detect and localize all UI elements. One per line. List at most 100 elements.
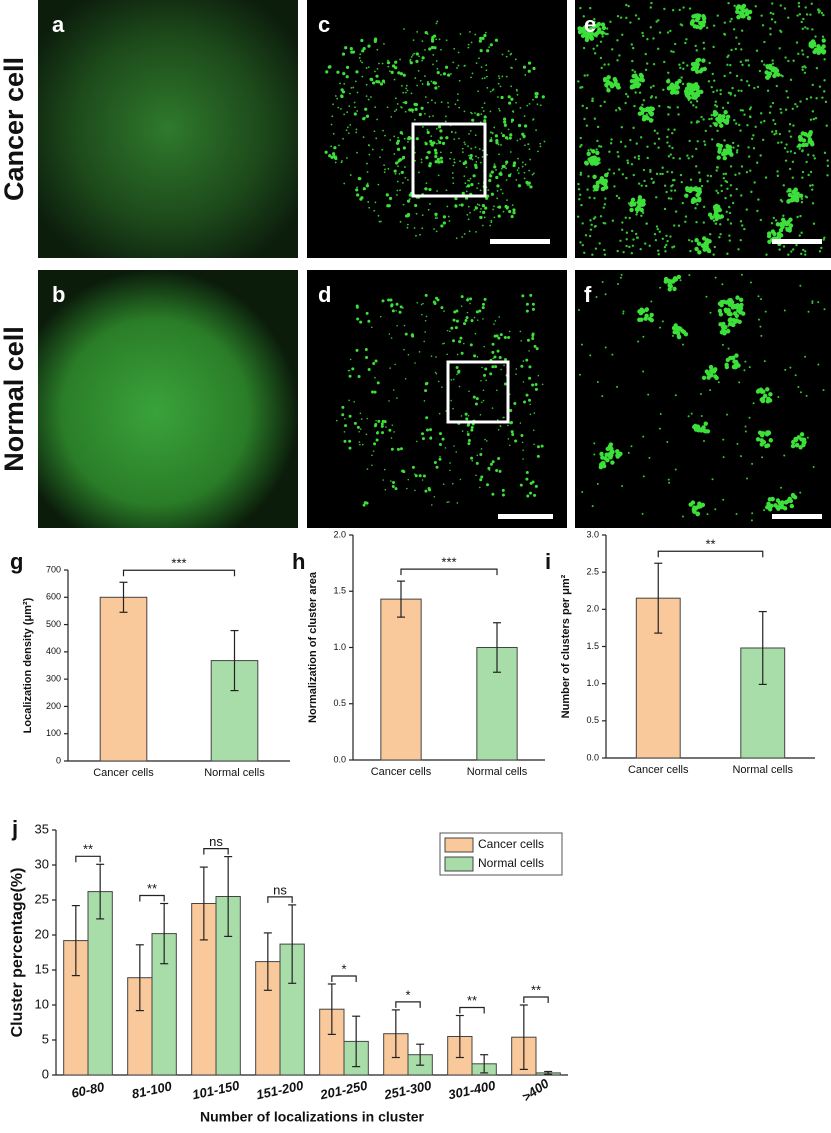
- dot: [593, 17, 596, 21]
- dot: [502, 210, 505, 213]
- dot: [646, 145, 649, 148]
- dot: [359, 443, 361, 446]
- dot: [591, 149, 596, 154]
- dot: [402, 146, 406, 150]
- dot: [605, 27, 609, 30]
- dot: [694, 238, 699, 243]
- dot: [523, 400, 527, 404]
- dot: [703, 429, 708, 434]
- dot: [690, 121, 693, 124]
- dot: [779, 198, 783, 202]
- dot: [584, 234, 588, 237]
- dot: [636, 200, 642, 205]
- dot: [526, 494, 530, 498]
- dot: [428, 115, 431, 118]
- dot: [503, 120, 507, 124]
- dot: [462, 151, 464, 154]
- dot: [768, 438, 773, 443]
- dot: [367, 144, 370, 146]
- dot: [360, 196, 364, 200]
- y-axis-label: Number of clusters per μm²: [560, 574, 572, 718]
- dot: [792, 124, 795, 127]
- dot: [406, 487, 408, 490]
- dot: [739, 129, 742, 132]
- dot: [397, 159, 401, 163]
- dot: [376, 381, 380, 385]
- dot: [625, 16, 628, 20]
- dot: [690, 500, 696, 505]
- dot: [773, 503, 778, 508]
- dot: [728, 311, 733, 317]
- dot: [671, 183, 674, 187]
- dot: [481, 77, 484, 80]
- image-panels: [38, 0, 831, 528]
- dot: [606, 88, 611, 93]
- dot: [436, 67, 439, 70]
- dot: [684, 193, 689, 198]
- dot: [583, 117, 586, 121]
- dot: [579, 241, 582, 244]
- dot: [672, 286, 677, 292]
- dot: [440, 306, 444, 310]
- dot: [537, 150, 539, 153]
- dot: [528, 376, 532, 380]
- dot: [678, 8, 681, 12]
- dot: [713, 122, 718, 127]
- scale-bar: [772, 239, 822, 244]
- dot: [750, 137, 754, 140]
- dot: [439, 136, 443, 140]
- dot: [616, 249, 619, 253]
- dot: [345, 75, 349, 79]
- dot: [489, 131, 492, 134]
- dot: [471, 158, 474, 161]
- dot: [601, 281, 604, 284]
- dot: [347, 132, 350, 135]
- dot: [437, 139, 440, 142]
- x-tick-label: 201-250: [318, 1078, 370, 1103]
- dot: [707, 212, 713, 217]
- dot: [637, 195, 643, 200]
- dot: [580, 203, 583, 207]
- dot: [719, 89, 722, 92]
- dot: [669, 153, 672, 156]
- dot: [498, 469, 502, 473]
- dot: [541, 95, 545, 99]
- dot: [490, 221, 493, 224]
- dot: [425, 416, 429, 420]
- dot: [646, 37, 649, 41]
- dot: [395, 302, 399, 306]
- dot: [419, 233, 421, 236]
- dot: [373, 130, 376, 133]
- dot: [727, 145, 733, 150]
- dot: [478, 309, 482, 313]
- dot: [380, 422, 384, 426]
- dot: [750, 190, 753, 194]
- dot: [797, 143, 802, 148]
- dot: [686, 82, 691, 87]
- dot: [807, 139, 812, 144]
- dot: [811, 302, 814, 305]
- dot: [726, 218, 730, 221]
- dot: [422, 125, 424, 128]
- dot: [531, 302, 535, 306]
- dot: [727, 347, 730, 350]
- y-tick-label: 200: [46, 701, 61, 711]
- significance-bracket: [75, 855, 101, 863]
- dot: [384, 488, 387, 491]
- dot: [404, 166, 406, 168]
- overlays: a c e b d f Cancer cell Normal cell: [0, 12, 822, 519]
- panel-label: g: [10, 549, 23, 574]
- y-tick-label: 300: [46, 674, 61, 684]
- dot: [381, 148, 384, 151]
- dot: [510, 66, 512, 69]
- dot: [403, 324, 406, 327]
- dot: [435, 60, 438, 62]
- dot: [370, 77, 374, 82]
- dot: [813, 157, 816, 160]
- dot: [709, 124, 712, 128]
- dot: [486, 194, 490, 198]
- dot: [527, 61, 532, 65]
- dot: [437, 174, 440, 177]
- dot: [809, 170, 813, 174]
- dot: [641, 512, 644, 515]
